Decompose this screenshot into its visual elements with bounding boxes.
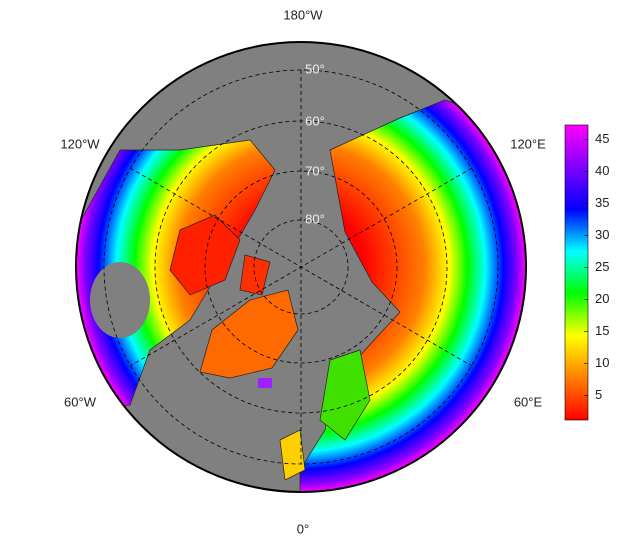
longitude-label: 120°W — [60, 136, 100, 151]
archipelago — [169, 214, 241, 296]
colorbar-tick-label: 45 — [595, 131, 609, 146]
map-border — [75, 41, 527, 493]
colorbar-tick-label: 30 — [595, 227, 609, 242]
parallel — [253, 219, 349, 315]
latitude-label: 70° — [305, 163, 325, 178]
colorbar — [564, 124, 589, 421]
north-america — [76, 139, 276, 411]
scandinavia — [319, 349, 371, 441]
longitude-label: 60°W — [64, 394, 97, 409]
latitude-label: 50° — [305, 61, 325, 76]
greenland — [199, 289, 299, 379]
colorbar-tick-label: 20 — [595, 291, 609, 306]
latitude-label: 60° — [305, 113, 325, 128]
british-isles — [279, 429, 306, 481]
colorbar-tick-label: 15 — [595, 323, 609, 338]
colorbar-tick-label: 5 — [595, 387, 602, 402]
latitude-label: 80° — [305, 211, 325, 226]
hudson-bay — [90, 262, 150, 338]
graticule — [103, 69, 499, 465]
longitude-label: 120°E — [510, 136, 546, 151]
longitude-label: 180°W — [283, 7, 323, 22]
longitude-label: 0° — [297, 521, 309, 536]
meridian — [129, 167, 473, 367]
colorbar-tick-label: 25 — [595, 259, 609, 274]
colorbar-tick-label: 40 — [595, 163, 609, 178]
colorbar-tick-label: 10 — [595, 355, 609, 370]
longitude-label: 60°E — [514, 394, 543, 409]
archipelago — [239, 254, 271, 296]
colorbar-tick-label: 35 — [595, 195, 609, 210]
iceland — [258, 378, 272, 388]
